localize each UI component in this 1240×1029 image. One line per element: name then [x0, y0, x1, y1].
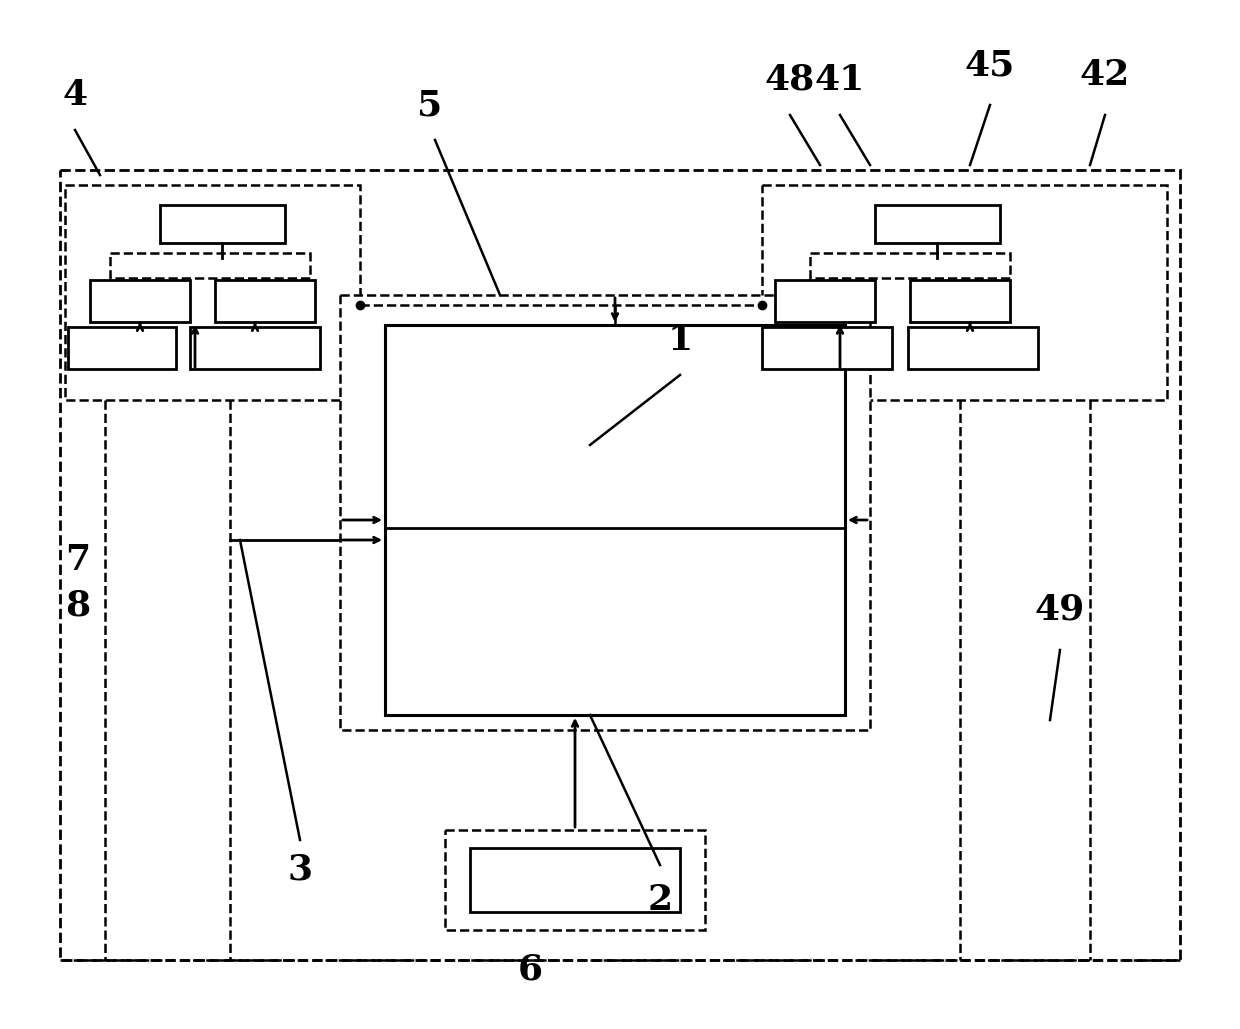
Bar — [160, 205, 285, 243]
Bar — [110, 253, 310, 278]
Text: 4: 4 — [62, 78, 88, 112]
Bar — [910, 280, 1011, 322]
Bar — [470, 848, 680, 912]
Bar — [810, 253, 1011, 278]
Bar — [908, 327, 1038, 369]
Text: 6: 6 — [517, 953, 543, 987]
Bar — [775, 280, 875, 322]
Bar — [68, 327, 176, 369]
Text: 7: 7 — [66, 543, 91, 577]
Bar — [215, 280, 315, 322]
Bar — [91, 280, 190, 322]
Text: 5: 5 — [418, 88, 443, 122]
Bar — [763, 327, 892, 369]
Text: 48: 48 — [765, 63, 815, 97]
Bar — [763, 185, 1167, 400]
Bar — [445, 830, 706, 930]
Bar — [64, 185, 360, 400]
Bar — [875, 205, 999, 243]
Bar — [190, 327, 320, 369]
Bar — [340, 295, 870, 730]
Bar — [384, 325, 844, 715]
Text: 45: 45 — [965, 48, 1016, 82]
Text: 2: 2 — [647, 883, 672, 917]
Text: 8: 8 — [66, 588, 91, 622]
Text: 41: 41 — [815, 63, 866, 97]
Text: 42: 42 — [1080, 58, 1130, 92]
Text: 1: 1 — [667, 323, 693, 357]
Text: 49: 49 — [1035, 593, 1085, 627]
Bar — [60, 170, 1180, 960]
Text: 3: 3 — [288, 853, 312, 887]
